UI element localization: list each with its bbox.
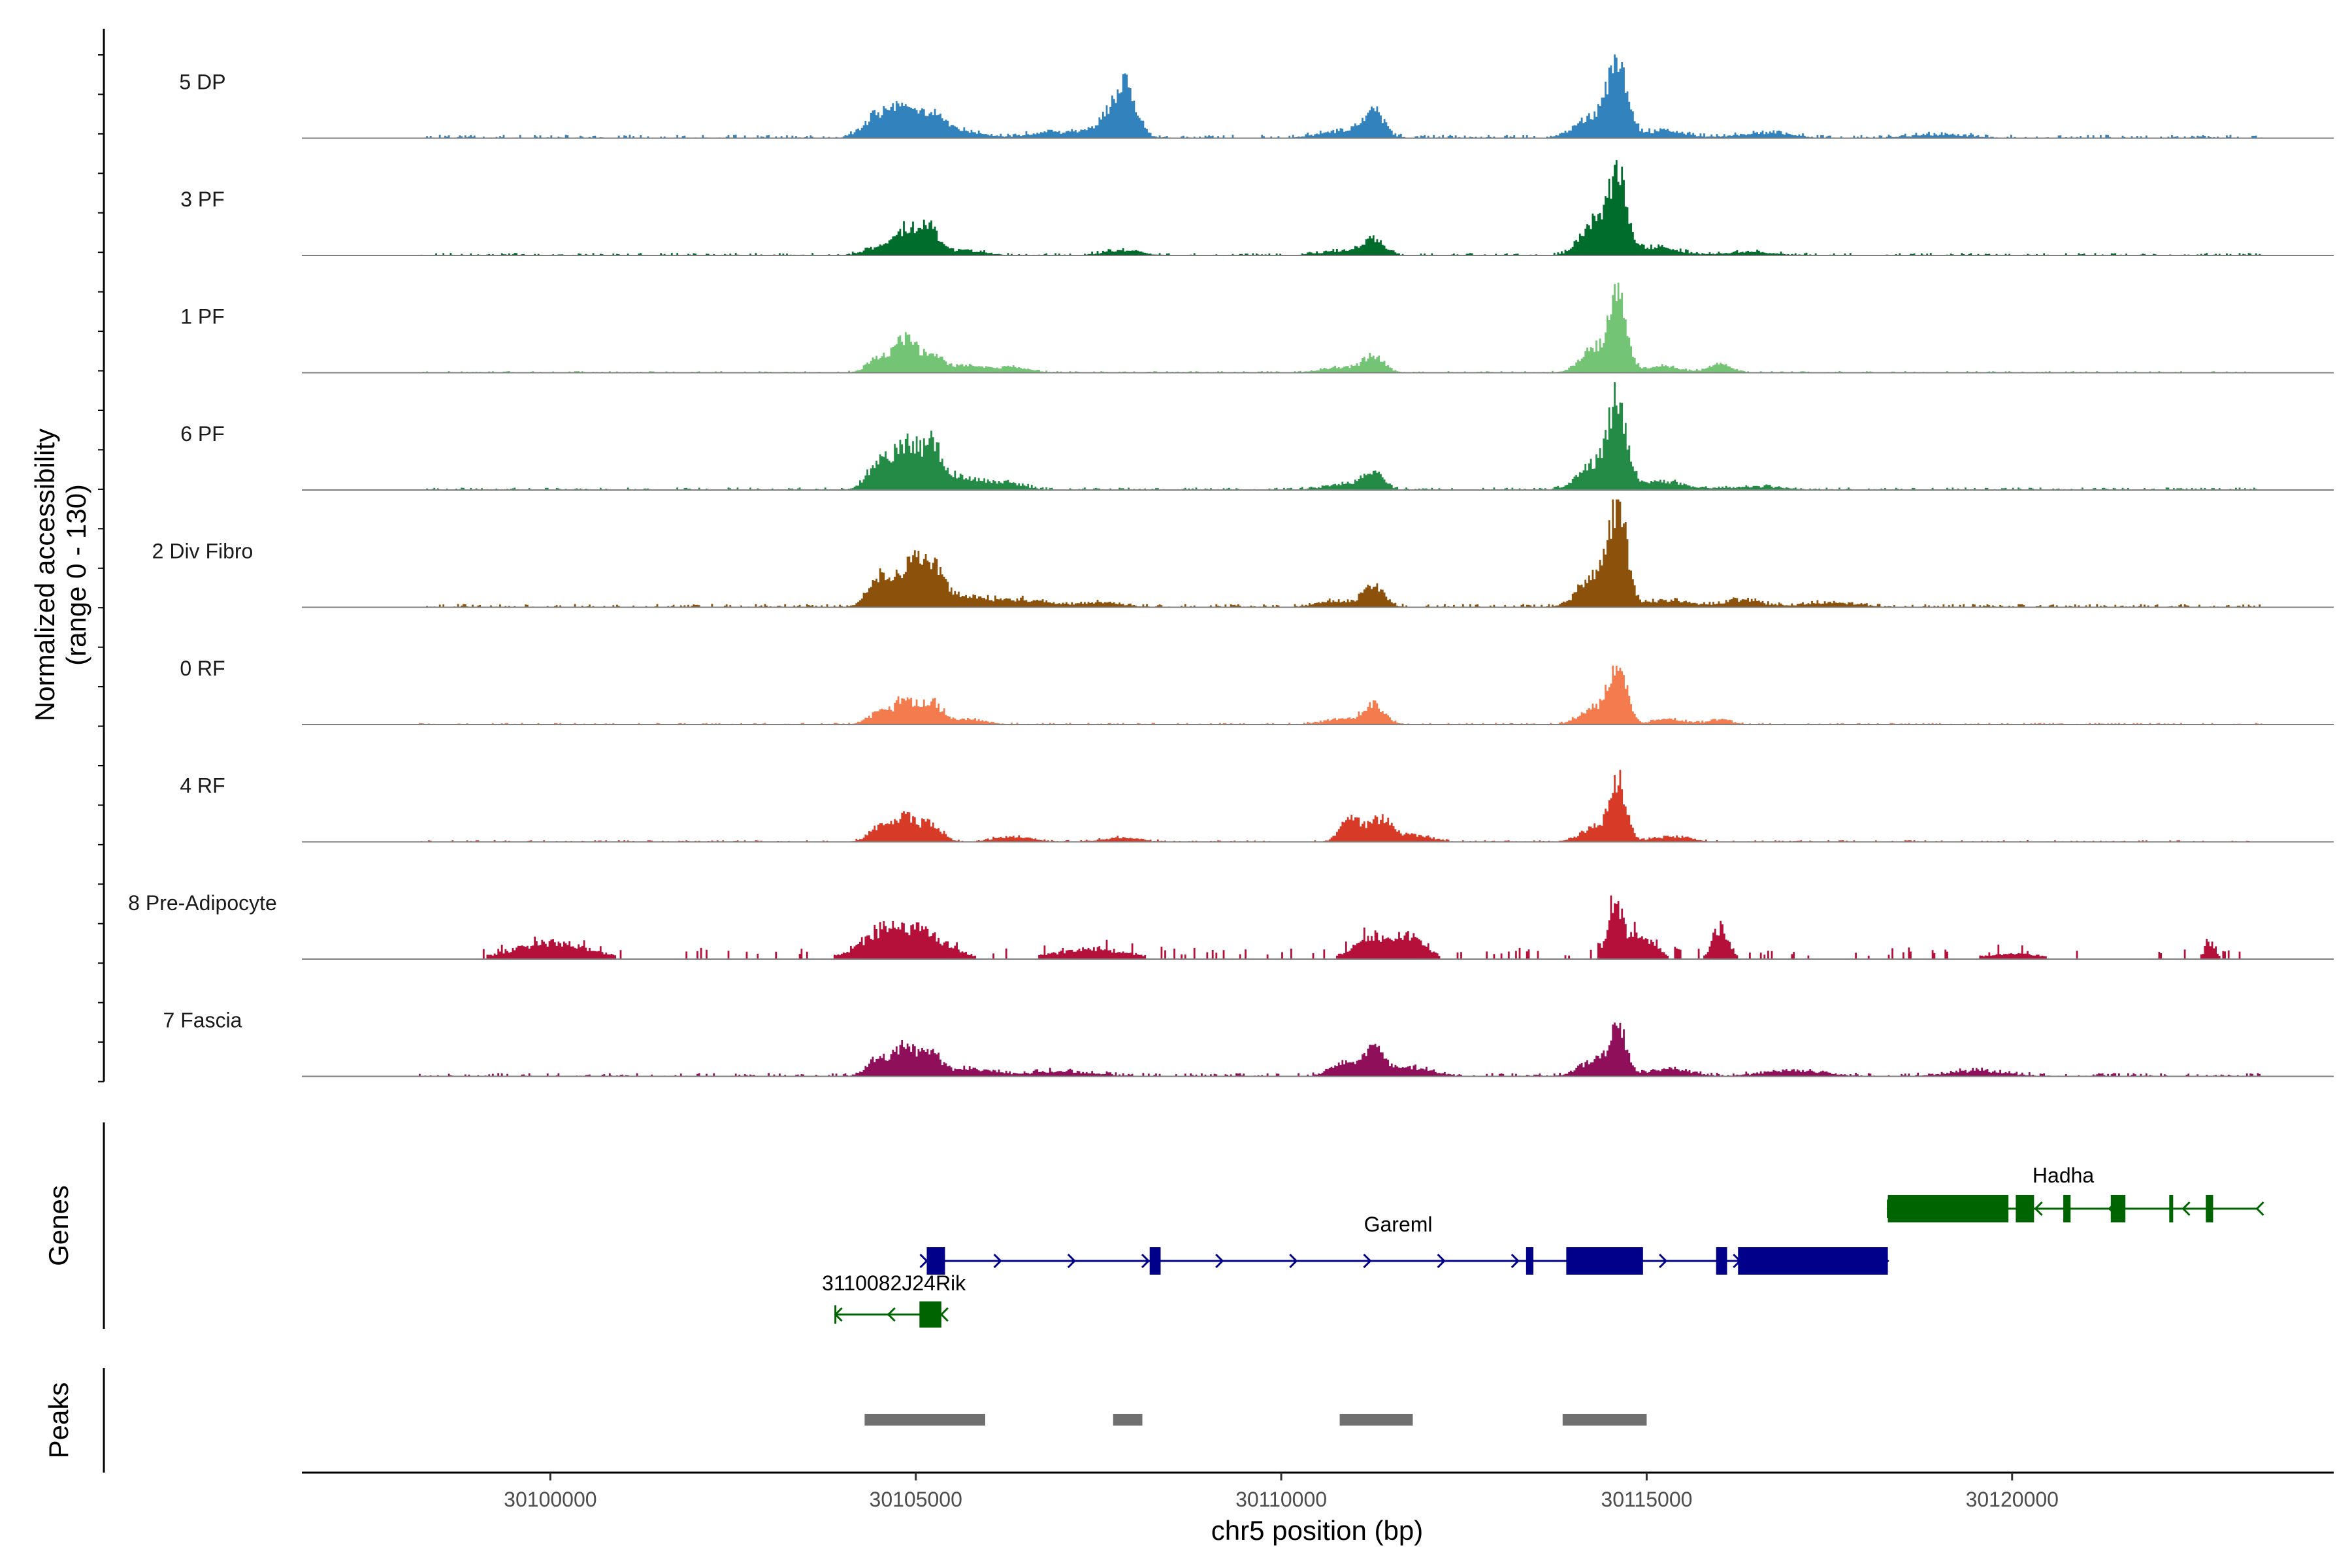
peaks-panel-title: Peaks [43, 1382, 74, 1459]
coverage-tracks: 5 DP 3 PF 1 PF 6 PF 2 Div Fibro 0 RF 4 RF 8 Pre… [128, 54, 2334, 1077]
track-3: 1 PF [180, 282, 2334, 374]
y-axis-title-line2: (range 0 - 130) [61, 484, 91, 666]
track-label: 5 DP [179, 71, 225, 94]
gene-exon [919, 1301, 941, 1328]
track-label: 0 RF [180, 657, 225, 680]
gene-exon [2016, 1195, 2034, 1222]
track-1: 5 DP [179, 54, 2334, 139]
gene-annotations: Gareml Hadha 3110082J24Rik [822, 1164, 2264, 1328]
x-tick-label: 30115000 [1601, 1488, 1692, 1511]
strand-arrow [1437, 1253, 1446, 1269]
strand-arrow [919, 1253, 928, 1269]
strand-arrow [939, 1307, 949, 1322]
track-label: 8 Pre-Adipocyte [128, 891, 277, 915]
gene-exon [926, 1247, 945, 1275]
x-tick-label: 30100000 [504, 1488, 596, 1511]
coverage-area [419, 382, 2262, 490]
peak-regions [864, 1414, 1647, 1426]
gene-exon [1526, 1247, 1534, 1275]
strand-arrow [1363, 1253, 1372, 1269]
gene-label: 3110082J24Rik [822, 1271, 966, 1295]
coverage-area [419, 499, 2262, 608]
strand-arrow [2181, 1201, 2191, 1217]
gene-exon [2063, 1195, 2071, 1222]
gene-3110082j24rik: 3110082J24Rik [822, 1271, 966, 1328]
gene-hadha: Hadha [1886, 1164, 2264, 1222]
strand-arrow [1067, 1253, 1076, 1269]
track-label: 4 RF [180, 774, 225, 798]
strand-arrow [887, 1307, 896, 1322]
track-8: 8 Pre-Adipocyte [128, 891, 2334, 960]
track-label: 1 PF [180, 305, 225, 329]
strand-arrow [2255, 1201, 2264, 1217]
gene-gareml: Gareml [919, 1213, 1889, 1275]
x-axis-ticks: 30100000 30105000 30110000 30115000 30120000 [504, 1473, 2059, 1511]
strand-arrow [1215, 1253, 1224, 1269]
track-label: 3 PF [180, 188, 225, 211]
strand-arrow [1289, 1253, 1298, 1269]
gene-exon [1149, 1247, 1161, 1275]
x-tick-label: 30120000 [1966, 1488, 2059, 1511]
gene-label: Gareml [1364, 1213, 1433, 1236]
track-6: 0 RF [180, 657, 2334, 725]
track-7: 4 RF [180, 770, 2334, 843]
strand-arrow [1659, 1253, 1668, 1269]
x-tick-label: 30110000 [1235, 1488, 1327, 1511]
track-label: 7 Fascia [163, 1009, 242, 1032]
gene-exon [2169, 1195, 2174, 1222]
y-axis-title-line1: Normalized accessibility [29, 429, 60, 721]
coverage-area [419, 895, 2262, 959]
peak-region [864, 1414, 985, 1426]
gene-exon [1887, 1195, 2009, 1222]
coverage-area [419, 665, 2262, 725]
peak-region [1339, 1414, 1413, 1426]
coverage-y-axis [98, 29, 105, 1083]
strand-arrow [2034, 1201, 2043, 1217]
gene-exon [1566, 1247, 1643, 1275]
gene-exon [2110, 1195, 2126, 1222]
gene-exon [1738, 1247, 1888, 1275]
peak-region [1113, 1414, 1143, 1426]
track-label: 6 PF [180, 422, 225, 446]
coverage-area [419, 770, 2262, 842]
track-2: 3 PF [180, 160, 2334, 256]
coverage-area [419, 1022, 2262, 1077]
strand-arrow [1141, 1253, 1151, 1269]
gene-exon [1716, 1247, 1727, 1275]
strand-arrow [993, 1253, 1002, 1269]
x-axis-title: chr5 position (bp) [1211, 1515, 1424, 1546]
track-4: 6 PF [180, 382, 2334, 491]
track-9: 7 Fascia [163, 1009, 2334, 1077]
track-5: 2 Div Fibro [152, 499, 2334, 608]
gene-label: Hadha [2033, 1164, 2095, 1187]
genes-panel-title: Genes [43, 1185, 74, 1266]
x-tick-label: 30105000 [870, 1488, 962, 1511]
strand-arrow [1511, 1253, 1520, 1269]
gene-exon [2206, 1195, 2213, 1222]
peak-region [1562, 1414, 1647, 1426]
track-label: 2 Div Fibro [152, 540, 253, 563]
